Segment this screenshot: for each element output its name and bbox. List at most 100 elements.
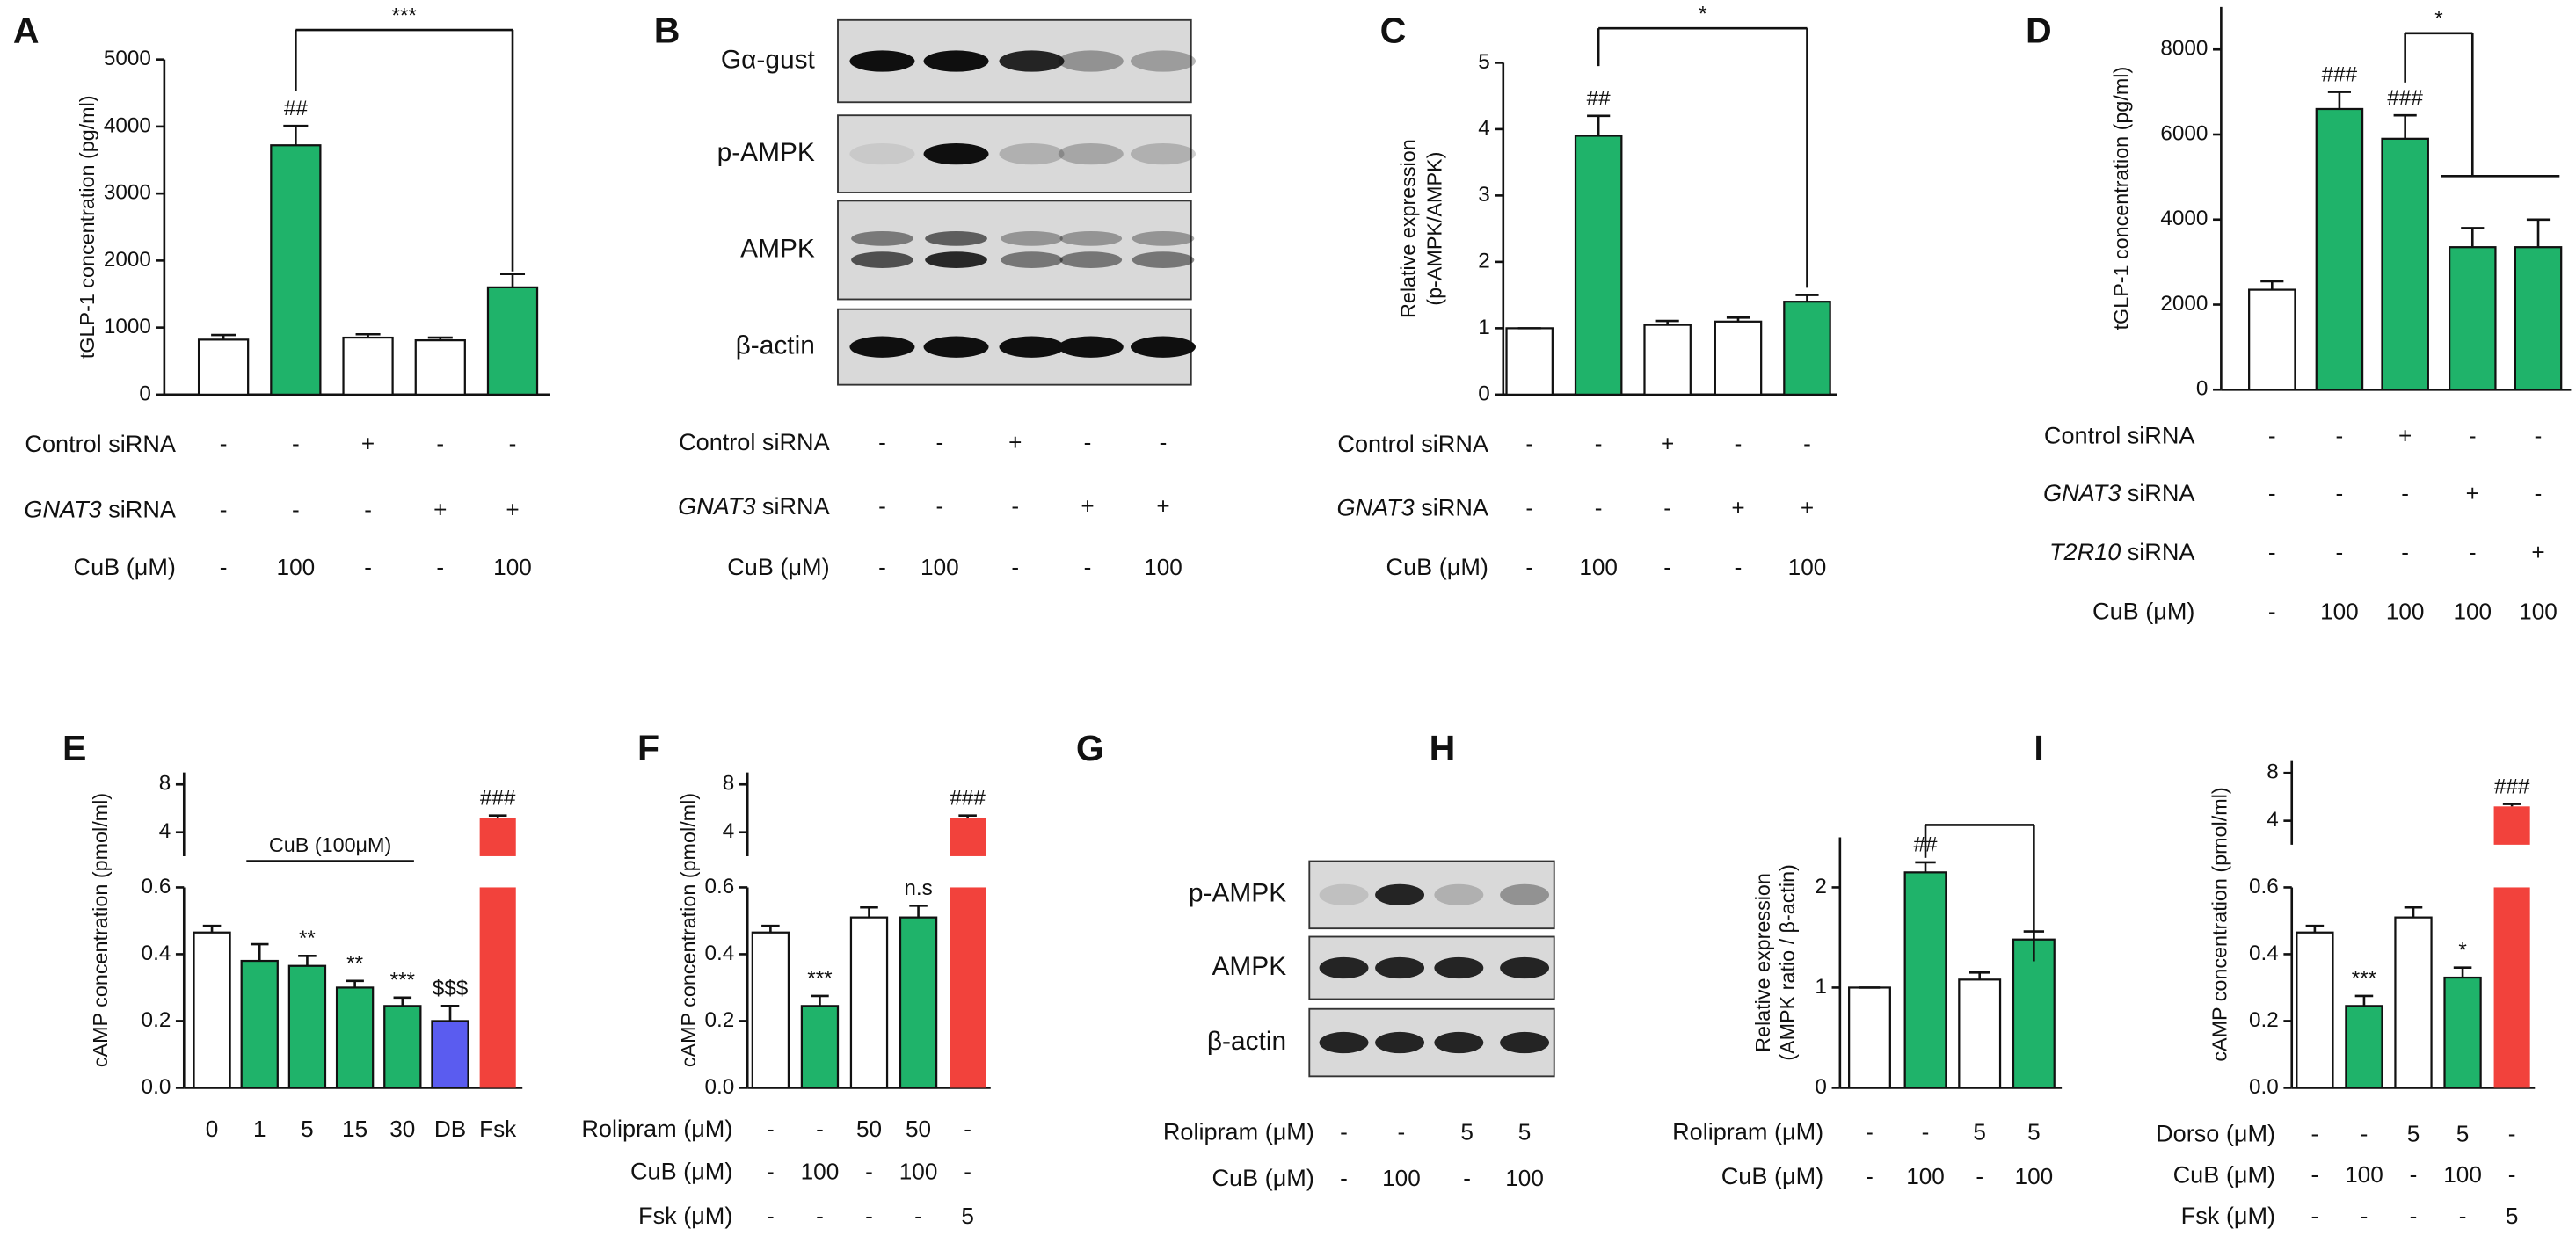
condition-cell: - [2459,1203,2467,1229]
blot-band [925,230,987,246]
y-tick-label: 1 [1478,316,1490,339]
condition-label: CuB (μM) [1386,553,1488,580]
condition-text: siRNA [762,492,831,520]
condition-cell: - [878,554,886,580]
bar-label: *** [390,969,416,992]
condition-gene: GNAT3 [2043,479,2121,506]
blot-band [1132,251,1195,268]
condition-label: CuB (μM) [2173,1160,2275,1188]
y-tick-label: 2000 [2160,292,2208,316]
blot-band [923,50,989,72]
condition-cell: - [1398,1119,1406,1145]
condition-cell: 100 [2519,598,2558,624]
bar-label: $$$ [433,977,469,1000]
condition-cell: - [2268,422,2276,448]
bar [2248,288,2296,391]
y-tick-label: 0 [139,382,151,405]
y-tick-label: 4 [2267,808,2279,832]
panel-letter: I [2034,728,2043,768]
y-tick-label: 4 [723,819,735,843]
blot-band [1130,336,1196,358]
condition-cell: 100 [921,554,959,580]
y-tick-label: 0.4 [142,942,171,965]
y-tick-label: 0 [1815,1075,1827,1099]
y-axis-label: Relative expression [1751,873,1774,1052]
blot-band [999,336,1065,358]
condition-cell: - [2535,422,2543,448]
blot-band [1059,251,1123,268]
blot-strip [837,114,1192,193]
condition-cell: - [364,496,372,522]
condition-cell: - [1084,429,1092,455]
condition-text: siRNA [1421,494,1489,521]
condition-cell: - [2508,1161,2516,1188]
panel-letter: E [62,728,86,768]
condition-cell: - [220,496,228,522]
bar [479,818,516,856]
condition-cell: 100 [2386,598,2425,624]
condition-cell: - [1525,495,1533,521]
condition-label: Rolipram (μM) [1163,1118,1314,1145]
blot-band [1059,230,1123,246]
condition-cell: - [2361,1203,2369,1229]
panel-letter: A [13,11,40,51]
condition-cell: - [1340,1119,1348,1145]
condition-cell: - [964,1116,971,1142]
x-tick-label: 1 [253,1116,266,1142]
condition-cell: + [1008,429,1022,455]
condition-cell: - [2469,422,2477,448]
bar [800,1005,840,1089]
condition-cell: - [2268,598,2276,624]
condition-cell: - [1084,554,1092,580]
bar-label: ### [2322,62,2358,86]
bar [2448,246,2497,391]
condition-cell: + [1156,493,1169,520]
y-tick-label: 6000 [2160,121,2208,145]
condition-text: Fsk (μM) [638,1202,732,1229]
bar-label: * [2458,938,2467,962]
condition-cell: - [509,431,517,457]
condition-cell: - [1976,1163,1983,1189]
condition-cell: - [2469,539,2477,565]
y-tick-label: 0.2 [705,1008,735,1032]
condition-cell: 5 [1973,1119,1986,1145]
x-tick-label: 30 [389,1116,415,1142]
condition-text: CuB (μM) [727,553,829,580]
condition-text: CuB (μM) [74,553,176,580]
y-tick-label: 1 [1815,975,1827,999]
blot-band [851,251,913,268]
condition-cell: - [1595,495,1603,521]
condition-cell: - [2535,480,2543,506]
condition-cell: - [914,1203,922,1229]
blot-row-label: AMPK [1212,952,1286,981]
blot-band [1001,230,1063,246]
blot-band [999,50,1065,72]
condition-cell: - [436,431,444,457]
condition-cell: - [292,496,300,522]
blot-band [1375,956,1425,979]
x-tick-label: Fsk [479,1116,517,1142]
y-tick-label: 5 [1478,50,1490,74]
bar [950,818,986,856]
bar [431,1020,469,1089]
y-tick-label: 2000 [104,248,151,272]
blot-band [923,142,989,165]
condition-cell: 100 [2443,1161,2482,1188]
condition-text: Control siRNA [25,430,176,457]
bar [950,887,986,1088]
condition-cell: - [1525,554,1533,580]
condition-cell: 100 [1382,1165,1421,1191]
condition-label: GNAT3 siRNA [24,496,176,523]
condition-cell: 5 [961,1203,974,1229]
condition-cell: - [1011,554,1019,580]
y-tick-label: 1000 [104,315,151,338]
blot-band [1130,50,1196,72]
condition-cell: 100 [801,1159,840,1185]
condition-cell: - [1160,429,1168,455]
condition-cell: 100 [2345,1161,2383,1188]
bar [383,1005,422,1089]
condition-cell: - [1735,431,1743,457]
bar [1714,320,1763,396]
bar [486,286,539,396]
